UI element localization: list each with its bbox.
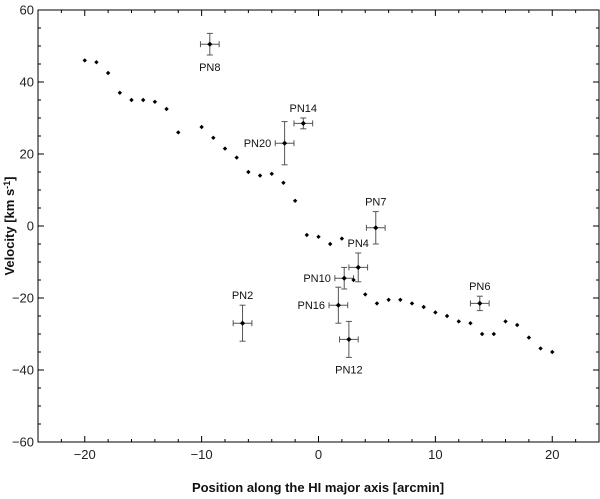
hi-velocity-point — [211, 135, 216, 140]
hi-velocity-point — [386, 297, 391, 302]
x-axis-title: Position along the HI major axis [arcmin… — [192, 480, 444, 495]
hi-velocity-point — [117, 90, 123, 95]
hi-velocity-point — [351, 277, 356, 283]
hi-velocity-point — [234, 155, 239, 160]
y-tick-label: −20 — [12, 291, 34, 306]
pn-label-pn10: PN10 — [303, 273, 331, 285]
y-axis-title: Velocity [km s-1] — [2, 176, 17, 275]
hi-velocity-point — [129, 97, 134, 103]
y-axis-title-main: Velocity [km s — [2, 189, 17, 276]
hi-velocity-point — [281, 180, 286, 185]
hi-velocity-point — [292, 198, 298, 203]
pn-label-pn12: PN12 — [335, 364, 363, 376]
hi-velocity-point — [456, 319, 461, 324]
hi-velocity-point — [433, 310, 438, 315]
hi-velocity-point — [538, 346, 543, 351]
hi-velocity-point — [339, 236, 345, 241]
pn-label-pn6: PN6 — [469, 281, 490, 293]
y-tick-label: 20 — [20, 147, 34, 162]
y-tick-label: −40 — [12, 363, 34, 378]
hi-velocity-point — [409, 301, 415, 306]
pn-label-pn14: PN14 — [290, 103, 318, 115]
hi-velocity-point — [421, 304, 426, 310]
data-points — [82, 41, 555, 355]
hi-velocity-point — [374, 301, 380, 306]
hi-velocity-point — [514, 322, 520, 328]
hi-velocity-point — [246, 169, 251, 175]
hi-velocity-point — [479, 331, 485, 337]
pn-label-pn16: PN16 — [297, 300, 325, 312]
hi-velocity-point — [398, 297, 403, 302]
pn-point — [346, 336, 352, 342]
hi-velocity-point — [526, 335, 532, 340]
y-tick-label: −60 — [12, 435, 34, 450]
pn-label-pn4: PN4 — [348, 238, 369, 250]
x-tick-label: 20 — [545, 447, 559, 462]
pn-point — [207, 41, 213, 47]
hi-velocity-point — [222, 146, 228, 151]
y-tick-label: 0 — [27, 219, 34, 234]
pn-point — [341, 275, 347, 281]
error-bars — [199, 32, 490, 358]
pn-label-pn2: PN2 — [232, 290, 253, 302]
pn-point — [373, 225, 379, 231]
pn-point — [355, 264, 361, 270]
pn-point — [282, 140, 288, 146]
hi-velocity-point — [152, 99, 158, 104]
hi-velocity-point — [468, 321, 473, 326]
pn-point — [335, 302, 341, 308]
axis-ticks: −20 −10 0 10 20 −60 −40 −20 0 20 40 60 — [12, 3, 599, 462]
pn-labels: PN8 PN14 PN20 PN7 PN4 PN10 PN16 PN12 PN2 PN6 — [199, 62, 490, 376]
x-tick-label: 10 — [428, 447, 442, 462]
pn-point — [239, 320, 246, 326]
hi-velocity-point — [550, 349, 555, 355]
hi-velocity-point — [140, 97, 146, 103]
hi-velocity-point — [363, 292, 368, 297]
hi-velocity-point — [304, 232, 310, 238]
hi-velocity-point — [82, 58, 87, 63]
hi-velocity-point — [269, 171, 274, 176]
x-tick-label: −20 — [74, 447, 96, 462]
pn-point — [300, 120, 306, 126]
pn-label-pn8: PN8 — [199, 62, 220, 74]
y-axis-title-sup: -1 — [2, 181, 12, 189]
hi-velocity-point — [503, 319, 508, 324]
y-axis-title-close: ] — [2, 176, 17, 180]
hi-velocity-point — [105, 70, 111, 76]
x-tick-label: −10 — [191, 447, 213, 462]
y-tick-label: 60 — [20, 3, 34, 18]
hi-velocity-point — [491, 331, 497, 337]
x-tick-label: 0 — [315, 447, 322, 462]
hi-velocity-point — [199, 124, 204, 130]
hi-velocity-point — [327, 241, 333, 247]
y-tick-label: 40 — [20, 75, 34, 90]
hi-velocity-point — [257, 173, 263, 178]
hi-velocity-point — [164, 106, 169, 112]
hi-velocity-point — [444, 313, 450, 319]
pn-label-pn7: PN7 — [365, 197, 386, 209]
pn-label-pn20: PN20 — [244, 138, 272, 150]
hi-velocity-point — [316, 234, 321, 239]
hi-velocity-point — [176, 130, 181, 135]
plot-frame — [37, 9, 600, 443]
pn-point — [477, 300, 483, 306]
hi-velocity-point — [94, 60, 99, 65]
